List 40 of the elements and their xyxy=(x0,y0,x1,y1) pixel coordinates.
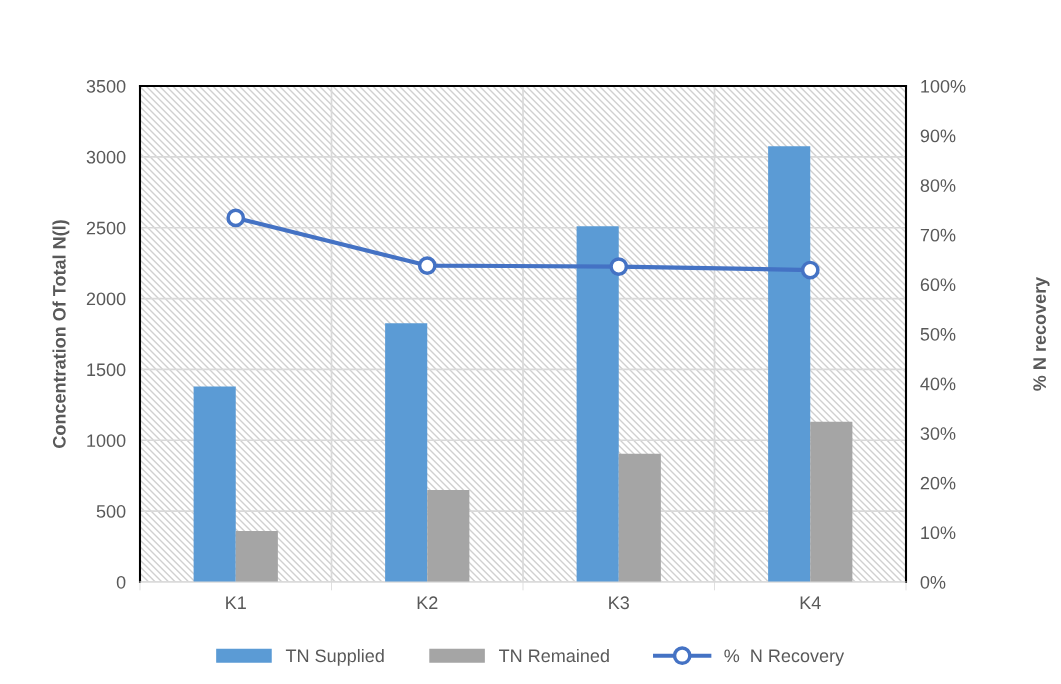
legend-label: % N Recovery xyxy=(724,649,845,666)
y2-tick-label: 80% xyxy=(920,179,956,192)
y-tick-label: 3000 xyxy=(86,150,126,164)
point xyxy=(800,260,820,280)
bar xyxy=(385,323,428,582)
y-tick-label: 1500 xyxy=(87,363,126,377)
y-tick-label: 500 xyxy=(96,505,126,518)
bar xyxy=(768,146,811,582)
y2-tick-label: 50% xyxy=(920,327,956,341)
bar xyxy=(193,386,236,582)
y2-tick-label: 90% xyxy=(920,129,956,143)
x-tick-label: K1 xyxy=(226,596,246,609)
y-tick-label: 2500 xyxy=(86,221,126,235)
bar xyxy=(576,226,619,582)
x-tick-label: K2 xyxy=(417,596,438,609)
bar xyxy=(810,421,853,582)
x-tick-label: K3 xyxy=(609,596,629,610)
y-tick-label: 1000 xyxy=(87,434,126,448)
y2-axis-title: % N recovery xyxy=(1033,276,1050,391)
y2-tick-label: 60% xyxy=(920,278,956,292)
y2-tick-label: 40% xyxy=(920,377,956,391)
legend-label: TN Remained xyxy=(499,648,609,663)
y2-tick-label: 20% xyxy=(920,476,956,490)
y2-tick-label: 70% xyxy=(920,228,956,242)
y2-tick-label: 0% xyxy=(920,575,946,589)
y-tick-label: 2000 xyxy=(86,292,126,306)
y2-tick-label: 10% xyxy=(921,526,956,540)
x-tick-label: K4 xyxy=(800,596,821,609)
point xyxy=(417,256,437,275)
y-tick-label: 0 xyxy=(116,575,126,589)
y-tick-label: 3500 xyxy=(86,79,126,93)
bar xyxy=(618,453,661,582)
point xyxy=(226,208,246,228)
legend-label: TN Supplied xyxy=(285,648,384,666)
y-axis-title: Concentration Of Total N(l) xyxy=(52,220,70,448)
y2-tick-label: 100% xyxy=(921,79,966,93)
point xyxy=(609,257,629,276)
bar xyxy=(427,489,470,582)
y2-tick-label: 30% xyxy=(920,427,956,440)
bar xyxy=(235,530,278,582)
